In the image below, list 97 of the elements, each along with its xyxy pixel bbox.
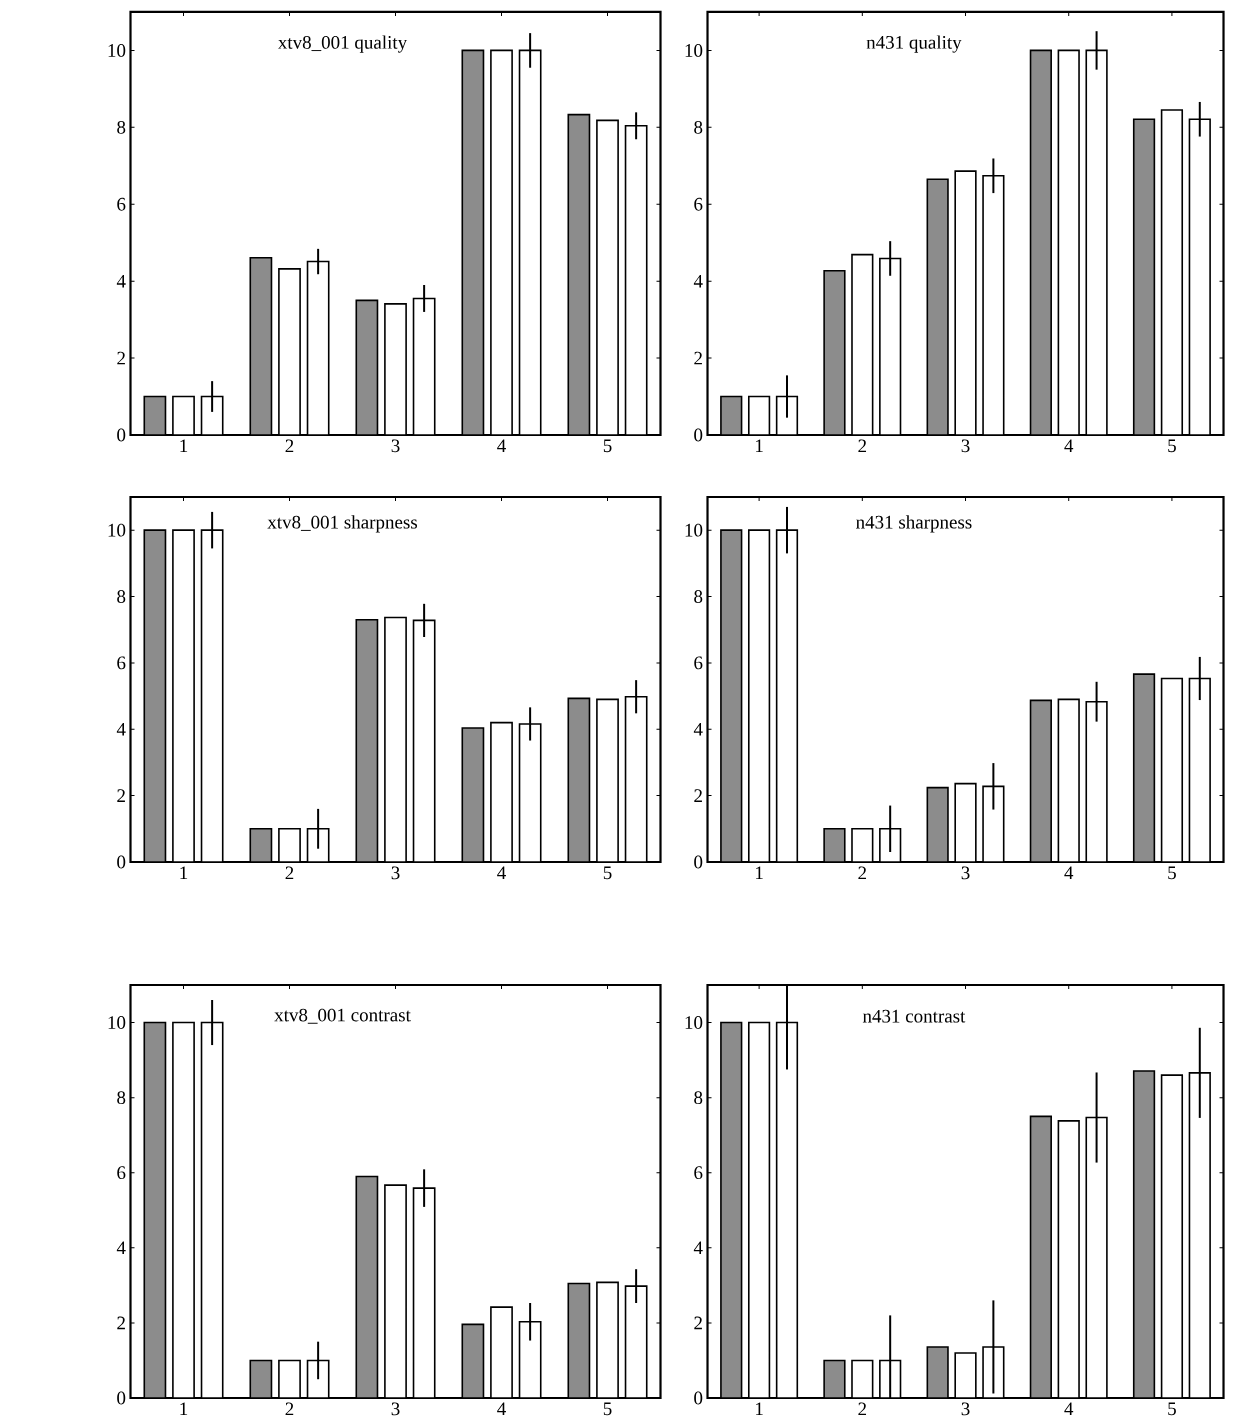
- bar: [1029, 1115, 1053, 1398]
- x-tick-label: 4: [1064, 866, 1074, 880]
- y-tick-label: 4: [694, 274, 703, 288]
- y-tick-label: 6: [694, 656, 703, 670]
- y-tick-label: 2: [117, 1316, 126, 1330]
- y-tick-label: 6: [117, 197, 126, 211]
- text: n431 contrast: [863, 1009, 966, 1023]
- y-tick-label: 10: [108, 1016, 126, 1029]
- bar: [1133, 673, 1156, 862]
- bar: [355, 1175, 379, 1398]
- x-tick-label: 2: [285, 439, 294, 453]
- bar: [567, 113, 591, 435]
- text: n431 sharpness: [856, 515, 972, 533]
- y-tick-label: 4: [117, 274, 126, 288]
- x-tick-label: 3: [961, 866, 970, 880]
- x-tick-label: 1: [756, 1402, 763, 1416]
- y-tick-label: 2: [117, 351, 126, 365]
- y-tick-label: 10: [108, 523, 126, 537]
- y-tick-label: 4: [694, 723, 703, 736]
- bar: [143, 395, 167, 435]
- x-tick-label: 5: [1168, 1402, 1177, 1416]
- y-tick-label: 6: [117, 656, 126, 670]
- x-tick-label: 1: [756, 439, 763, 453]
- x-tick-label: 3: [961, 1402, 970, 1416]
- x-tick-label: 5: [604, 866, 612, 880]
- x-tick-label: 1: [180, 439, 188, 453]
- y-tick-label: 10: [685, 1016, 703, 1029]
- bar: [461, 1323, 485, 1398]
- bar: [461, 49, 485, 435]
- y-tick-label: 8: [117, 1091, 126, 1105]
- bar: [1029, 49, 1053, 435]
- bar: [355, 618, 379, 862]
- x-tick-label: 5: [604, 439, 612, 453]
- bar: [926, 178, 950, 435]
- y-tick-label: 8: [117, 590, 126, 603]
- bar: [567, 697, 591, 862]
- y-tick-label: 8: [694, 590, 703, 603]
- y-tick-label: 6: [694, 197, 703, 211]
- y-tick-label: 6: [694, 1166, 703, 1180]
- x-tick-label: 3: [391, 439, 400, 453]
- bar: [143, 1021, 167, 1398]
- text: xtv8_001 contrast: [274, 1008, 411, 1024]
- y-tick-label: 2: [694, 1316, 703, 1330]
- x-tick-label: 3: [391, 1402, 400, 1416]
- text: xtv8_001 sharpness: [267, 515, 418, 533]
- x-tick-label: 3: [391, 866, 400, 880]
- x-tick-label: 3: [961, 439, 970, 453]
- x-tick-label: 4: [1064, 439, 1074, 453]
- text: xtv8_001 quality: [278, 35, 408, 53]
- y-tick-label: 0: [694, 1391, 703, 1405]
- bar: [823, 269, 846, 435]
- text: n431 quality: [866, 35, 962, 53]
- y-tick-label: 4: [117, 1241, 126, 1255]
- x-tick-label: 1: [180, 1402, 188, 1416]
- x-tick-label: 5: [1168, 439, 1177, 453]
- y-tick-label: 0: [694, 428, 703, 442]
- y-tick-label: 2: [117, 789, 126, 802]
- x-tick-label: 2: [858, 866, 867, 880]
- bar: [1133, 118, 1156, 435]
- x-tick-label: 1: [180, 866, 188, 880]
- bar: [249, 1359, 273, 1398]
- bar: [143, 529, 167, 862]
- y-tick-label: 0: [694, 855, 703, 869]
- x-tick-label: 4: [1064, 1402, 1074, 1416]
- x-tick-label: 2: [285, 1402, 294, 1416]
- y-tick-label: 8: [117, 120, 126, 134]
- bar: [567, 1282, 591, 1398]
- x-tick-label: 4: [497, 866, 507, 880]
- y-tick-label: 8: [694, 120, 703, 134]
- x-tick-label: 5: [1168, 866, 1177, 880]
- x-tick-label: 5: [604, 1402, 612, 1416]
- y-tick-label: 6: [117, 1166, 126, 1180]
- bar: [461, 727, 485, 862]
- y-tick-label: 0: [117, 428, 126, 442]
- bar: [1133, 1070, 1156, 1398]
- y-tick-label: 2: [694, 789, 703, 802]
- bar: [355, 299, 379, 435]
- y-tick-label: 4: [694, 1241, 703, 1255]
- y-tick-label: 8: [694, 1091, 703, 1105]
- y-tick-label: 10: [685, 523, 703, 537]
- bar: [926, 786, 950, 862]
- bar: [720, 529, 743, 862]
- x-tick-label: 2: [285, 866, 294, 880]
- x-tick-label: 2: [858, 439, 867, 453]
- x-tick-label: 1: [756, 866, 763, 880]
- x-tick-label: 2: [858, 1402, 867, 1416]
- y-tick-label: 10: [685, 44, 703, 57]
- y-tick-label: 10: [108, 44, 126, 57]
- y-tick-label: 0: [117, 1391, 126, 1405]
- y-tick-label: 0: [117, 855, 126, 869]
- bar: [249, 256, 273, 435]
- y-tick-label: 2: [694, 351, 703, 365]
- bar: [1029, 699, 1053, 862]
- x-tick-label: 4: [497, 1402, 507, 1416]
- bar: [720, 1021, 743, 1398]
- y-tick-label: 4: [117, 723, 126, 736]
- x-tick-label: 4: [497, 439, 507, 453]
